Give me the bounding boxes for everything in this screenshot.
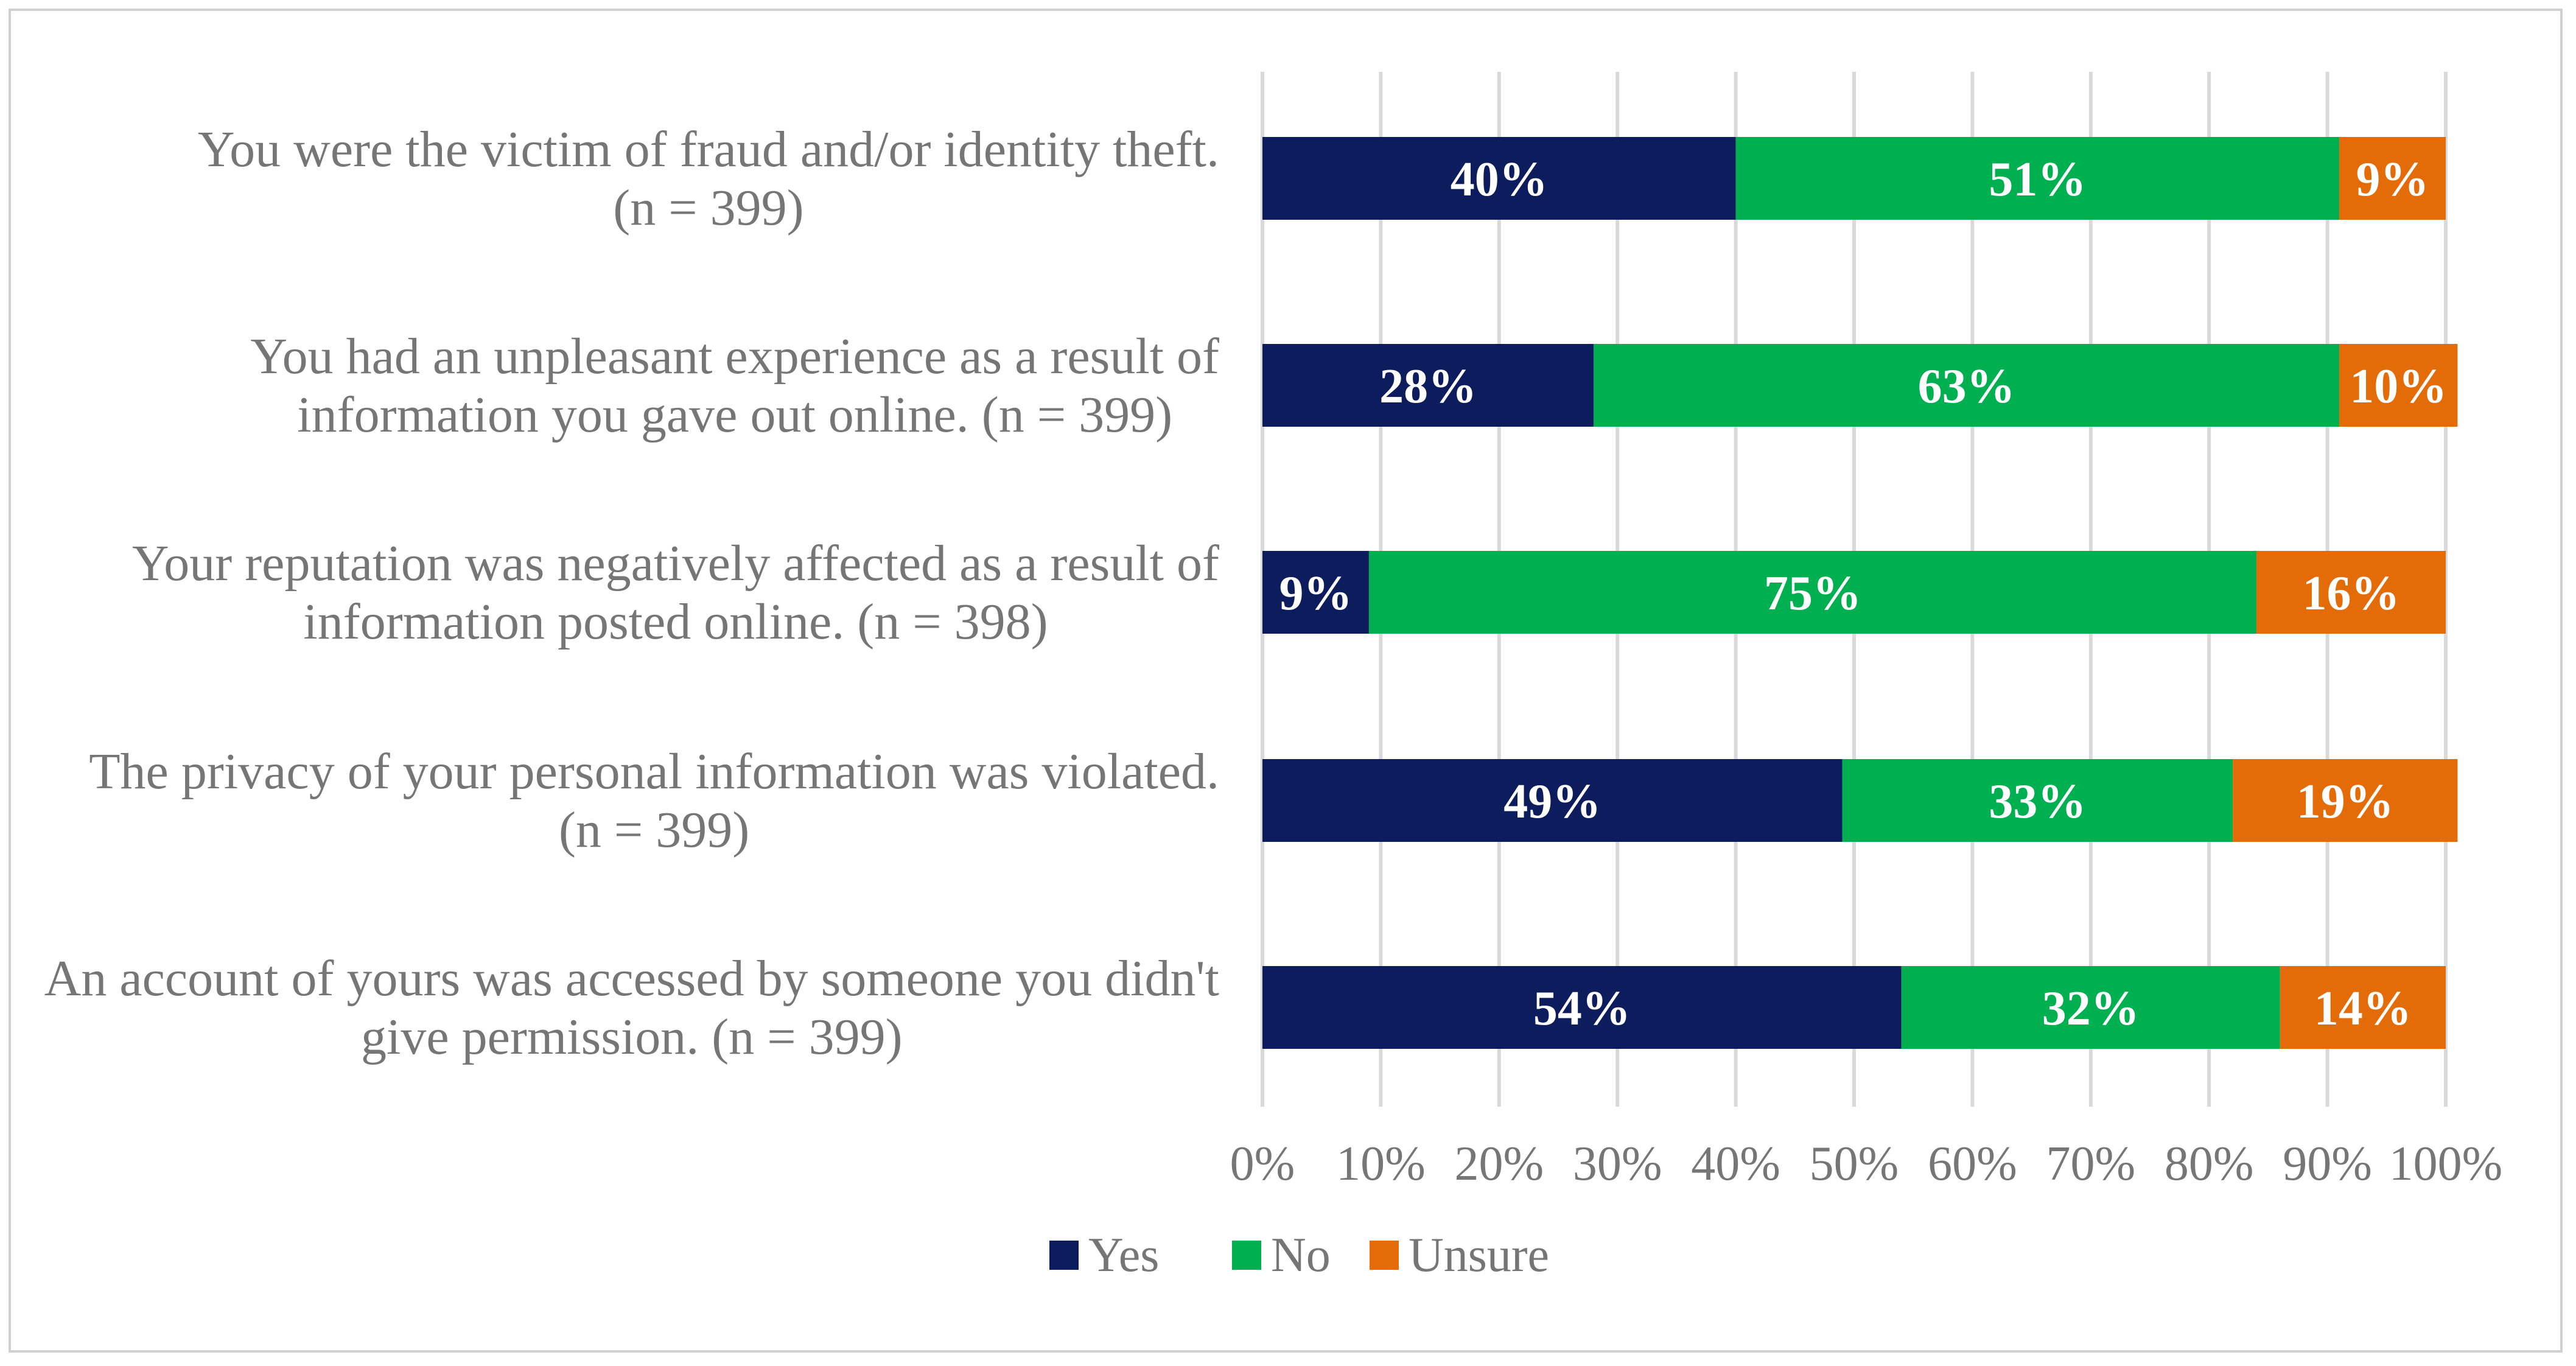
legend-label-no: No — [1271, 1228, 1331, 1282]
bar-yes-row-4 — [1262, 759, 1843, 842]
legend-label-yes: Yes — [1088, 1228, 1159, 1282]
data-label-unsure-row-2: 10% — [2350, 360, 2447, 413]
data-label-yes-row-5: 54% — [1533, 982, 1631, 1035]
x-tick-label-70pct: 70% — [2046, 1137, 2135, 1191]
bar-no-row-5 — [1901, 966, 2280, 1049]
data-label-no-row-1: 51% — [1989, 153, 2086, 206]
category-labels: You were the victim of fraud and/or iden… — [44, 121, 1219, 1065]
category-label-row-3: Your reputation was negatively affected … — [132, 535, 1219, 650]
x-tick-label-20pct: 20% — [1454, 1137, 1544, 1191]
bar-yes-row-2 — [1262, 344, 1594, 427]
data-label-unsure-row-5: 14% — [2314, 982, 2412, 1035]
category-label-row-1-line-2: (n = 399) — [613, 180, 803, 236]
category-label-row-4-line-2: (n = 399) — [559, 802, 749, 858]
bar-no-row-2 — [1594, 344, 2340, 427]
legend: Yes No Unsure — [1049, 1228, 1549, 1282]
bar-yes-row-3 — [1262, 551, 1369, 634]
category-label-row-2-line-1: You had an unpleasant experience as a re… — [250, 328, 1219, 385]
data-label-yes-row-2: 28% — [1379, 360, 1477, 413]
x-tick-label-50pct: 50% — [1810, 1137, 1899, 1191]
data-label-yes-row-1: 40% — [1451, 153, 1548, 206]
legend-item-unsure: Unsure — [1370, 1228, 1549, 1282]
bar-unsure-row-5 — [2280, 966, 2446, 1049]
x-tick-label-80pct: 80% — [2165, 1137, 2254, 1191]
bar-yes-row-5 — [1262, 966, 1902, 1049]
bar-yes-row-1 — [1262, 137, 1736, 220]
x-tick-label-100pct: 100% — [2389, 1137, 2503, 1191]
bar-unsure-row-4 — [2233, 759, 2458, 842]
legend-item-yes: Yes — [1049, 1228, 1159, 1282]
x-tick-label-40pct: 40% — [1691, 1137, 1780, 1191]
category-label-row-5: An account of yours was accessed by some… — [44, 950, 1219, 1065]
chart-frame: 40% 51% 9% 28% 63% 10% 9% 75% 16% 49% 33% 19% 54% 32%… — [9, 9, 2563, 1353]
category-label-row-2: You had an unpleasant experience as a re… — [250, 328, 1219, 443]
legend-item-no: No — [1232, 1228, 1331, 1282]
bar-no-row-4 — [1842, 759, 2233, 842]
stacked-bar-chart: 40% 51% 9% 28% 63% 10% 9% 75% 16% 49% 33% 19% 54% 32%… — [44, 72, 2503, 1282]
bar-no-row-3 — [1368, 551, 2256, 634]
bar-unsure-row-3 — [2256, 551, 2446, 634]
data-label-no-row-5: 32% — [2042, 982, 2140, 1035]
x-tick-label-0pct: 0% — [1230, 1137, 1295, 1191]
category-label-row-4: The privacy of your personal information… — [89, 743, 1219, 858]
x-tick-label-30pct: 30% — [1573, 1137, 1662, 1191]
bars: 40% 51% 9% 28% 63% 10% 9% 75% 16% 49% 33% 19% 54% 32%… — [1262, 137, 2458, 1049]
category-label-row-3-line-2: information posted online. (n = 398) — [303, 594, 1048, 650]
x-tick-label-60pct: 60% — [1928, 1137, 2017, 1191]
category-label-row-5-line-1: An account of yours was accessed by some… — [44, 950, 1219, 1007]
bar-unsure-row-2 — [2339, 344, 2458, 427]
data-label-yes-row-3: 9% — [1279, 567, 1352, 620]
x-axis-tick-labels: 0% 10% 20% 30% 40% 50% 60% 70% 80% 90% 100% — [1230, 1137, 2503, 1191]
legend-swatch-unsure — [1370, 1241, 1399, 1270]
data-label-no-row-3: 75% — [1764, 567, 1861, 620]
category-label-row-1: You were the victim of fraud and/or iden… — [198, 121, 1219, 236]
data-label-unsure-row-1: 9% — [2356, 153, 2429, 206]
data-label-yes-row-4: 49% — [1503, 775, 1601, 828]
category-label-row-4-line-1: The privacy of your personal information… — [89, 743, 1219, 800]
category-label-row-3-line-1: Your reputation was negatively affected … — [132, 535, 1219, 592]
category-label-row-1-line-1: You were the victim of fraud and/or iden… — [198, 121, 1219, 178]
data-label-unsure-row-4: 19% — [2297, 775, 2394, 828]
data-label-unsure-row-3: 16% — [2302, 567, 2399, 620]
legend-swatch-yes — [1049, 1241, 1079, 1270]
data-label-no-row-4: 33% — [1989, 775, 2086, 828]
x-tick-label-90pct: 90% — [2283, 1137, 2372, 1191]
legend-swatch-no — [1232, 1241, 1261, 1270]
bar-no-row-1 — [1735, 137, 2340, 220]
legend-label-unsure: Unsure — [1409, 1228, 1549, 1282]
x-tick-label-10pct: 10% — [1336, 1137, 1426, 1191]
category-label-row-2-line-2: information you gave out online. (n = 39… — [297, 387, 1172, 443]
data-label-no-row-2: 63% — [1918, 360, 2015, 413]
bar-unsure-row-1 — [2339, 137, 2446, 220]
category-label-row-5-line-2: give permission. (n = 399) — [361, 1009, 903, 1065]
